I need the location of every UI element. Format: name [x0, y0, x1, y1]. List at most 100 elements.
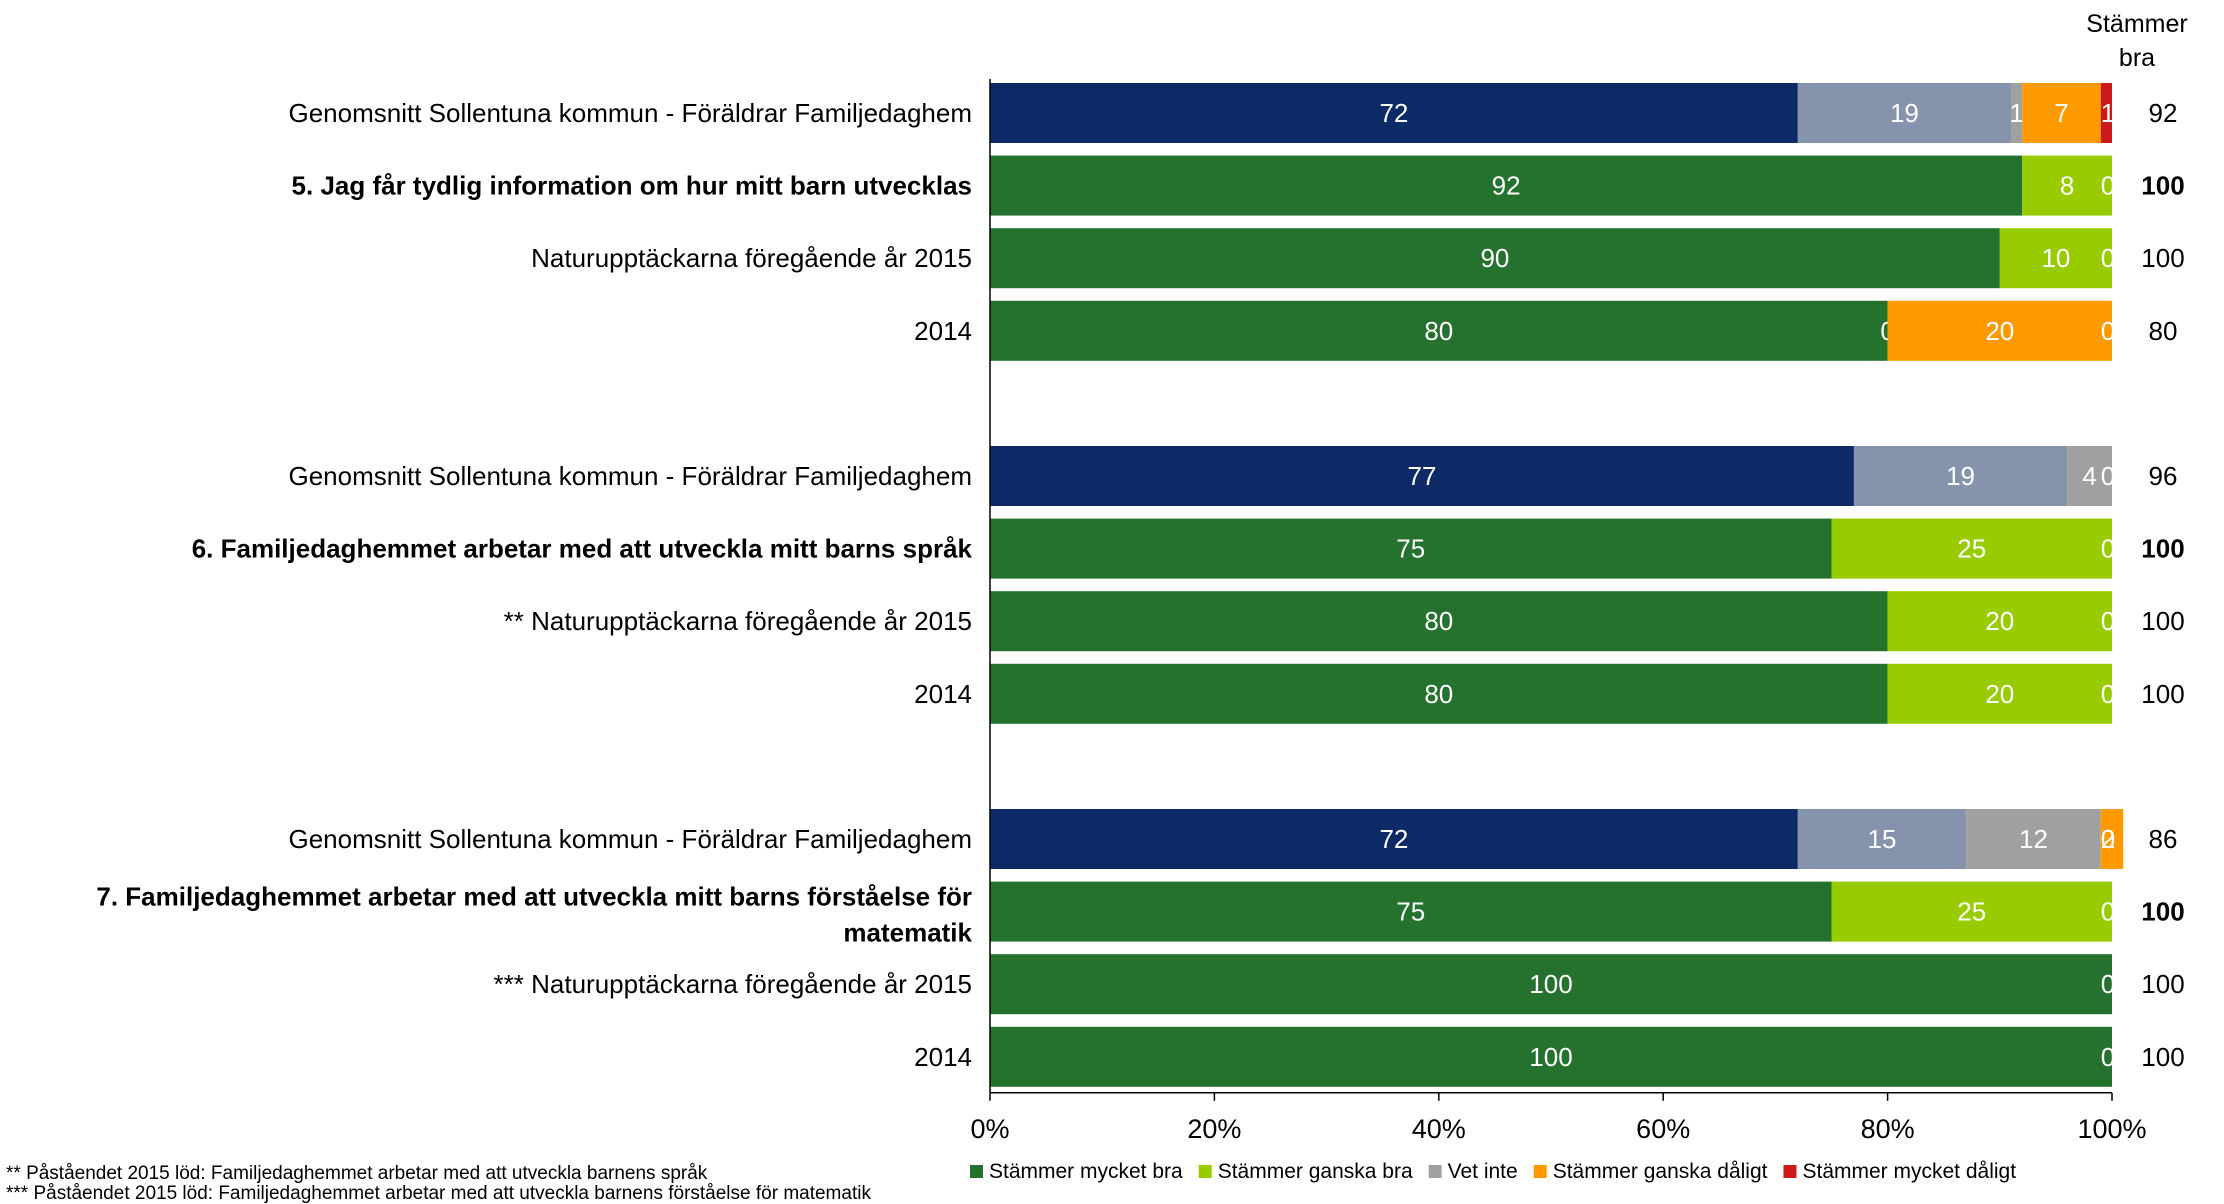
legend-swatch: [1198, 1165, 1212, 1178]
bar-segment: [990, 155, 2023, 216]
data-label: 20: [1985, 679, 2014, 709]
row-total: 100: [2141, 969, 2184, 999]
legend-label: Stämmer ganska bra: [1218, 1160, 1413, 1183]
data-label: 0: [2101, 243, 2115, 273]
legend-label: Stämmer mycket dåligt: [1802, 1160, 2016, 1183]
data-label: 10: [2041, 243, 2070, 273]
data-label: 75: [1396, 897, 1425, 927]
data-label: 0: [2101, 534, 2115, 564]
bar-segment: [2100, 809, 2124, 869]
bar-segment: [2022, 155, 2112, 216]
bar-segment: [1797, 83, 2012, 143]
row-label: Genomsnitt Sollentuna kommun - Föräldrar…: [288, 461, 972, 491]
data-label: 0: [2101, 461, 2115, 491]
x-tick-label: 60%: [1636, 1114, 1690, 1144]
data-label: 100: [1529, 1042, 1572, 1072]
footnotes: ** Påståendet 2015 löd: Familjedaghemmet…: [6, 1164, 871, 1204]
row-total: 100: [2141, 606, 2184, 636]
row-label: Genomsnitt Sollentuna kommun - Föräldrar…: [288, 824, 972, 854]
bar-segment: [2067, 446, 2112, 506]
legend-swatch: [1428, 1165, 1442, 1178]
data-label: 75: [1396, 534, 1425, 564]
bar-segment: [990, 954, 2112, 1015]
legend-label: Stämmer ganska dåligt: [1553, 1160, 1768, 1183]
data-label: 0: [2101, 824, 2115, 854]
footnote-1: ** Påståendet 2015 löd: Familjedaghemmet…: [6, 1163, 708, 1184]
data-label: 20: [1985, 316, 2014, 346]
data-label: 15: [1868, 824, 1897, 854]
data-label: 12: [2019, 824, 2048, 854]
bar-segment: [1853, 446, 2068, 506]
bar-segment: [990, 1026, 2112, 1087]
bar-segment: [1831, 881, 2112, 942]
data-label: 90: [1480, 243, 1509, 273]
data-label: 0: [2101, 1042, 2115, 1072]
bar-segment: [990, 300, 1888, 361]
legend-swatch: [970, 1165, 983, 1178]
x-tick-label: 0%: [970, 1114, 1009, 1144]
data-label: 8: [2060, 171, 2074, 201]
data-label: 1: [2101, 98, 2115, 128]
data-label: 100: [1529, 969, 1572, 999]
row-label: 5. Jag får tydlig information om hur mit…: [292, 171, 972, 201]
row-label: ** Naturupptäckarna föregående år 2015: [504, 606, 972, 636]
bar-segment: [990, 663, 1888, 724]
data-label: 1: [2009, 98, 2023, 128]
row-label: Naturupptäckarna föregående år 2015: [531, 243, 972, 273]
row-total: 100: [2141, 1042, 2184, 1072]
row-label: 6. Familjedaghemmet arbetar med att utve…: [192, 534, 973, 564]
data-label: 19: [1946, 461, 1975, 491]
x-tick-label: 20%: [1187, 1114, 1241, 1144]
data-label: 7: [2054, 98, 2068, 128]
bar-segment: [990, 83, 1798, 143]
row-total: 92: [2149, 98, 2178, 128]
data-label: 0: [2101, 969, 2115, 999]
row-total: 100: [2141, 897, 2184, 927]
row-total: 96: [2149, 461, 2178, 491]
data-label: 0: [2101, 606, 2115, 636]
data-label: 4: [2082, 461, 2096, 491]
data-label: 20: [1985, 606, 2014, 636]
data-label: 92: [1492, 171, 1521, 201]
row-total: 100: [2141, 534, 2184, 564]
row-total: 100: [2141, 243, 2184, 273]
row-total: 86: [2149, 824, 2178, 854]
bar-segment: [1887, 300, 2112, 361]
row-total: 80: [2149, 316, 2178, 346]
bar-segment: [1999, 228, 2112, 289]
column-header-line-1: Stämmer: [2086, 10, 2187, 38]
data-label: 0: [2101, 316, 2115, 346]
data-label: 2: [2101, 824, 2115, 854]
bar-segment: [2100, 83, 2112, 143]
bar-segment: [1887, 591, 2112, 652]
data-label: 25: [1957, 534, 1986, 564]
bar-segment: [990, 518, 1832, 579]
x-tick-label: 100%: [2077, 1114, 2146, 1144]
data-label: 19: [1890, 98, 1919, 128]
legend-swatch: [1533, 1165, 1547, 1178]
row-label: 2014: [914, 316, 972, 346]
data-label: 0: [2101, 171, 2115, 201]
data-label: 77: [1408, 461, 1437, 491]
x-tick-label: 40%: [1412, 1114, 1466, 1144]
row-label-line-2: matematik: [843, 918, 972, 948]
row-label-line-1: 7. Familjedaghemmet arbetar med att utve…: [96, 882, 972, 912]
data-label: 72: [1379, 824, 1408, 854]
row-label: 2014: [914, 679, 972, 709]
bar-segment: [1797, 809, 1967, 869]
data-label: 80: [1424, 679, 1453, 709]
bar-segment: [1831, 518, 2112, 579]
data-label: 0: [2101, 679, 2115, 709]
data-label: 80: [1424, 316, 1453, 346]
bar-segment: [1966, 809, 2101, 869]
bar-segment: [990, 446, 1854, 506]
bar-segment: [990, 881, 1832, 942]
data-label: 25: [1957, 897, 1986, 927]
data-label: 0: [2101, 897, 2115, 927]
legend-label: Stämmer mycket bra: [989, 1160, 1183, 1183]
row-total: 100: [2141, 171, 2184, 201]
bar-segment: [990, 809, 1798, 869]
row-label: Genomsnitt Sollentuna kommun - Föräldrar…: [288, 98, 972, 128]
data-label: 72: [1379, 98, 1408, 128]
